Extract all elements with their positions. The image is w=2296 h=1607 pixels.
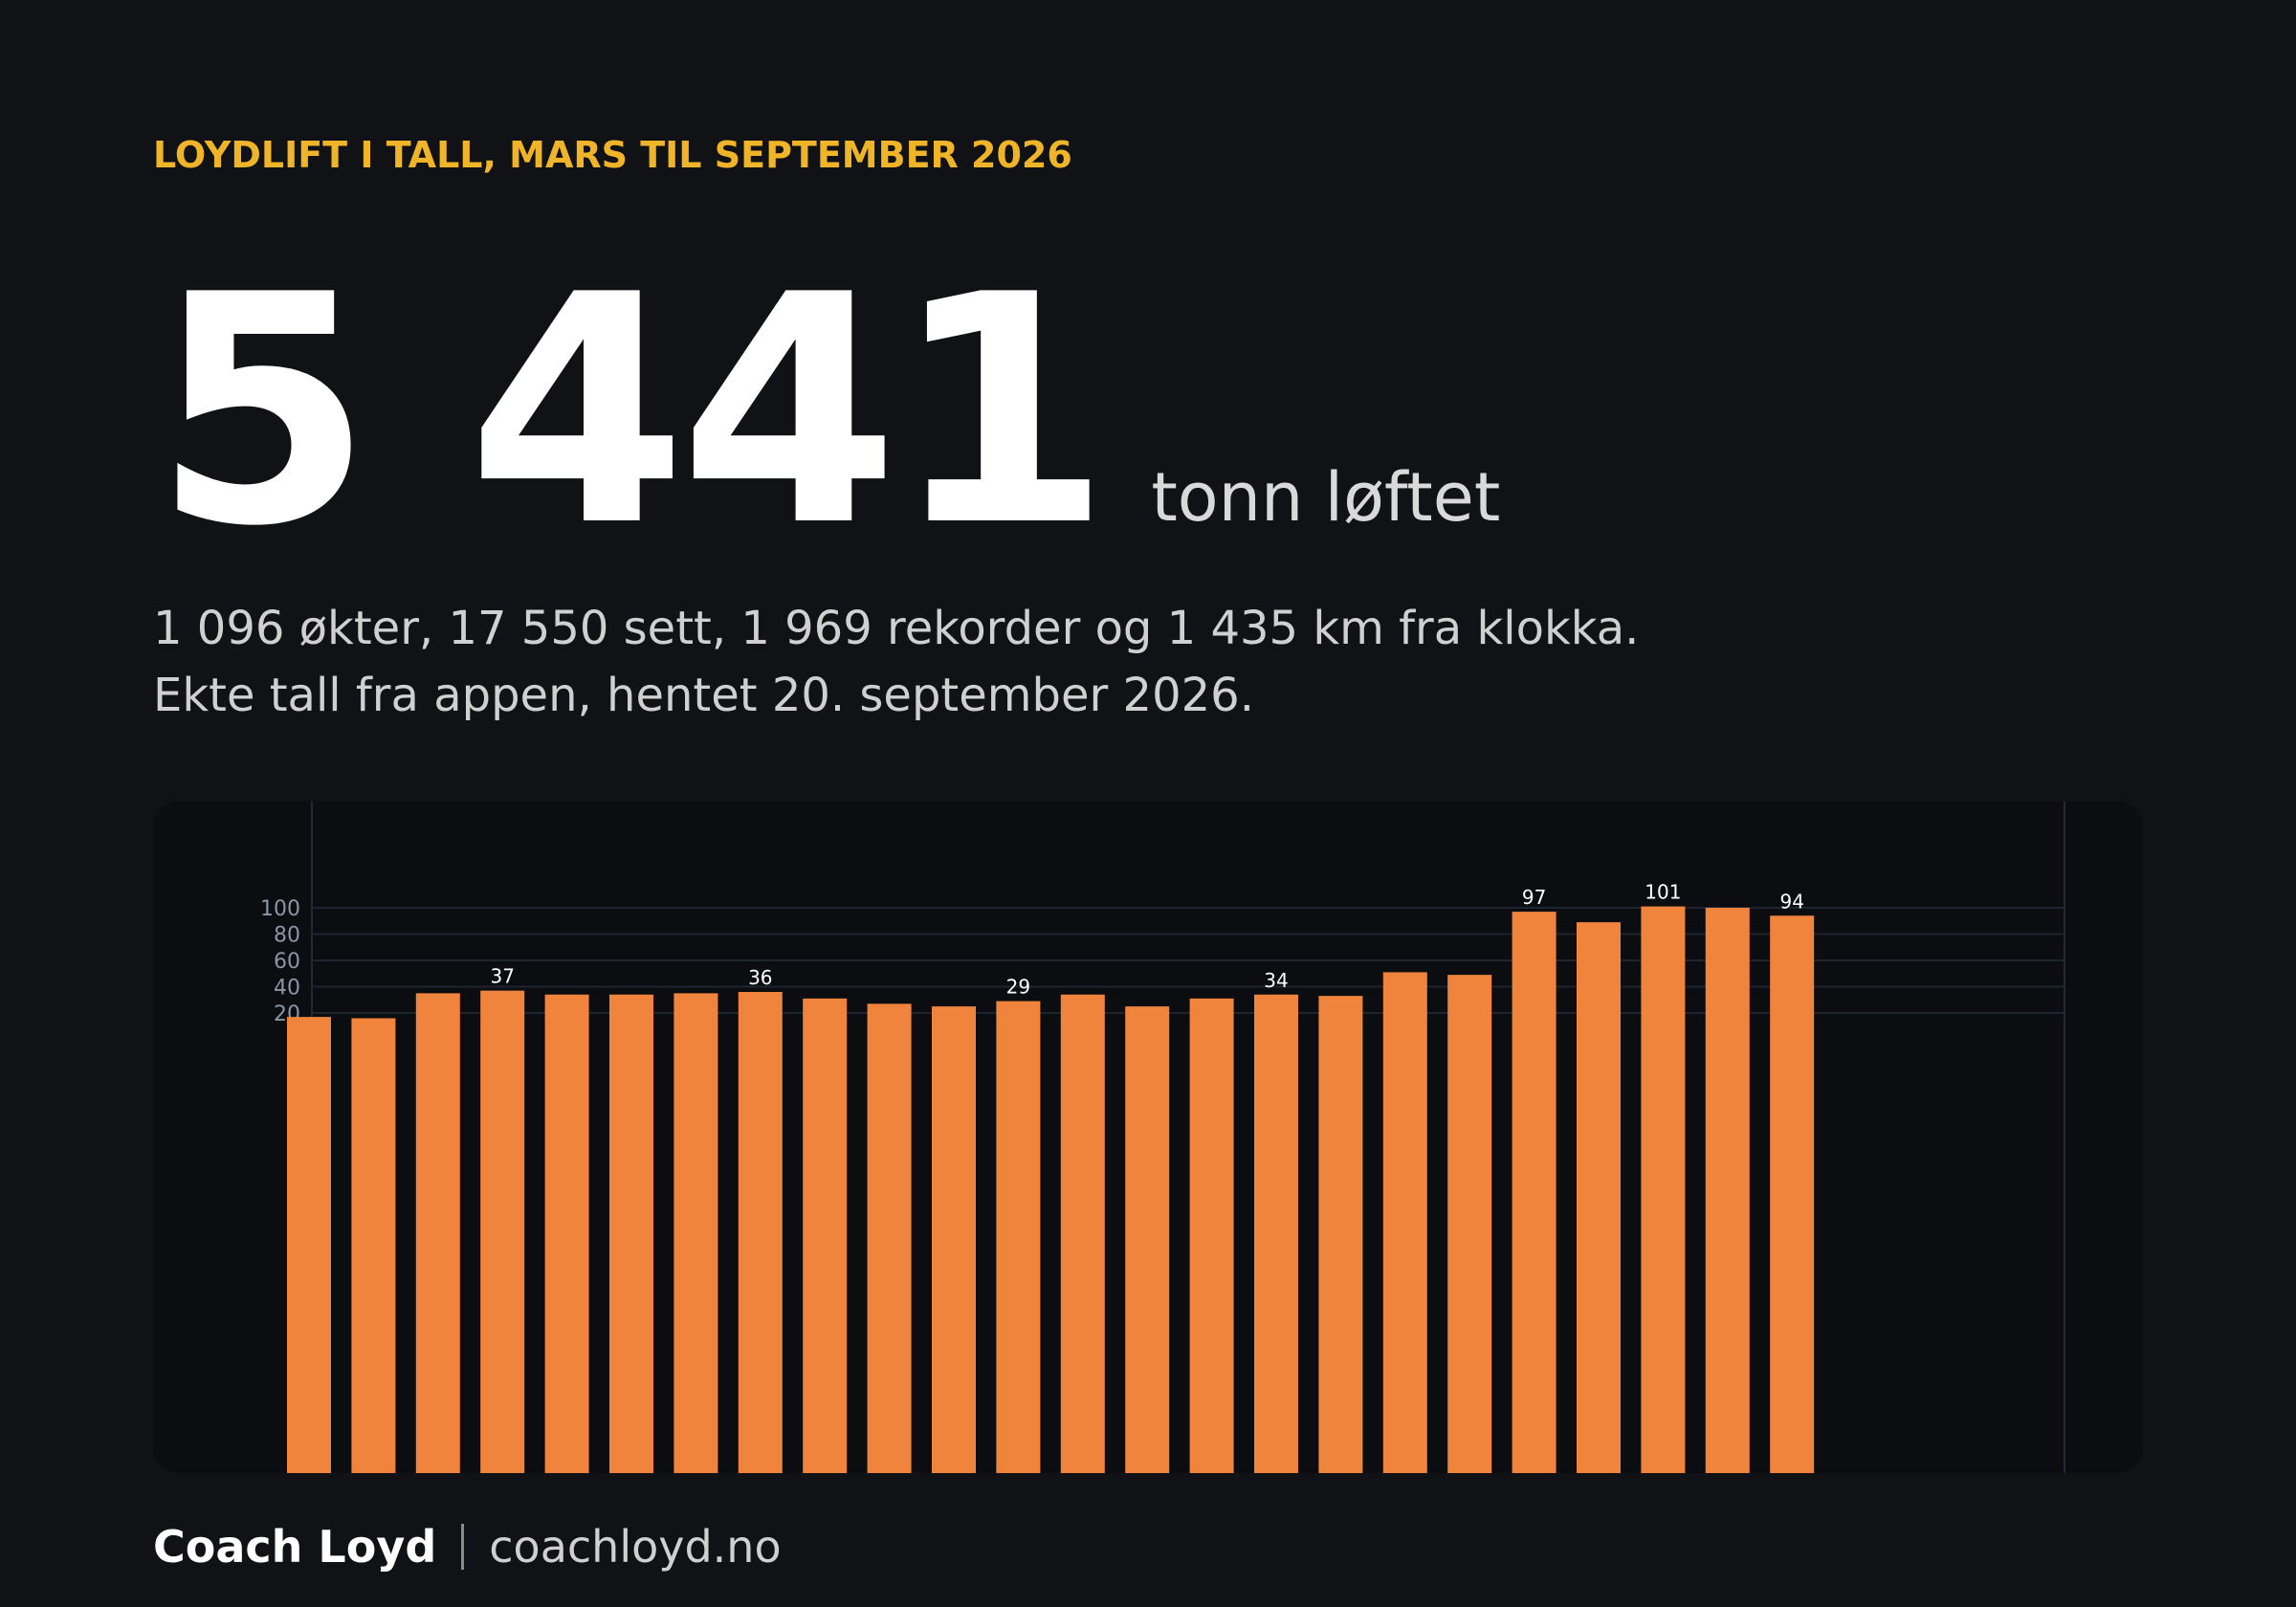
footer-divider xyxy=(461,1524,465,1570)
bar xyxy=(1254,994,1298,1473)
bar-value-label: 97 xyxy=(1522,886,1546,909)
bar xyxy=(609,994,653,1473)
bar xyxy=(287,1017,331,1473)
bar xyxy=(867,1003,912,1473)
bar xyxy=(1318,996,1363,1473)
bar xyxy=(1447,975,1492,1473)
bar xyxy=(1512,912,1556,1473)
bar xyxy=(673,993,718,1473)
bar xyxy=(738,992,783,1473)
bar xyxy=(544,994,589,1473)
hero-stat: 5 441 tonn løftet xyxy=(153,253,1500,569)
bar-value-label: 29 xyxy=(1006,976,1030,999)
bar xyxy=(1189,998,1234,1473)
hero-number: 5 441 xyxy=(153,228,1111,595)
hero-unit: tonn løftet xyxy=(1151,458,1501,537)
y-tick-label: 100 xyxy=(260,897,300,921)
summary-line-1: 1 096 økter, 17 550 sett, 1 969 rekorder… xyxy=(153,602,1640,655)
bar xyxy=(996,1001,1041,1473)
brand-name: Coach Loyd xyxy=(153,1521,437,1573)
bar xyxy=(480,990,525,1473)
footer: Coach Loyd coachloyd.no xyxy=(153,1521,782,1573)
y-tick-label: 40 xyxy=(274,977,300,1001)
kicker-title: LOYDLIFT I TALL, MARS TIL SEPTEMBER 2026 xyxy=(153,134,1072,176)
bar xyxy=(1382,972,1427,1473)
y-tick-label: 80 xyxy=(274,924,300,948)
summary-line-2: Ekte tall fra appen, hentet 20. septembe… xyxy=(153,669,1254,722)
y-tick-label: 60 xyxy=(274,950,300,974)
chart-panel: 20 40 60 80 100 37 36 29 34 97 101 94 xyxy=(153,802,2143,1473)
bar xyxy=(1060,994,1105,1473)
bar-value-label: 37 xyxy=(490,965,514,988)
bar-value-label: 101 xyxy=(1645,881,1681,904)
bar xyxy=(1577,922,1621,1473)
bar-value-label: 94 xyxy=(1779,890,1803,913)
website-link[interactable]: coachloyd.no xyxy=(489,1521,782,1573)
bar xyxy=(1125,1006,1170,1473)
bar xyxy=(1705,908,1750,1473)
bar xyxy=(351,1018,396,1473)
bar xyxy=(932,1006,976,1473)
bar-value-label: 36 xyxy=(748,966,772,989)
bar xyxy=(1641,906,1686,1473)
bar xyxy=(803,998,848,1473)
summary-text: 1 096 økter, 17 550 sett, 1 969 rekorder… xyxy=(153,595,1639,729)
bar xyxy=(1770,915,1815,1473)
bar xyxy=(415,993,460,1473)
bar-value-label: 34 xyxy=(1264,969,1288,992)
